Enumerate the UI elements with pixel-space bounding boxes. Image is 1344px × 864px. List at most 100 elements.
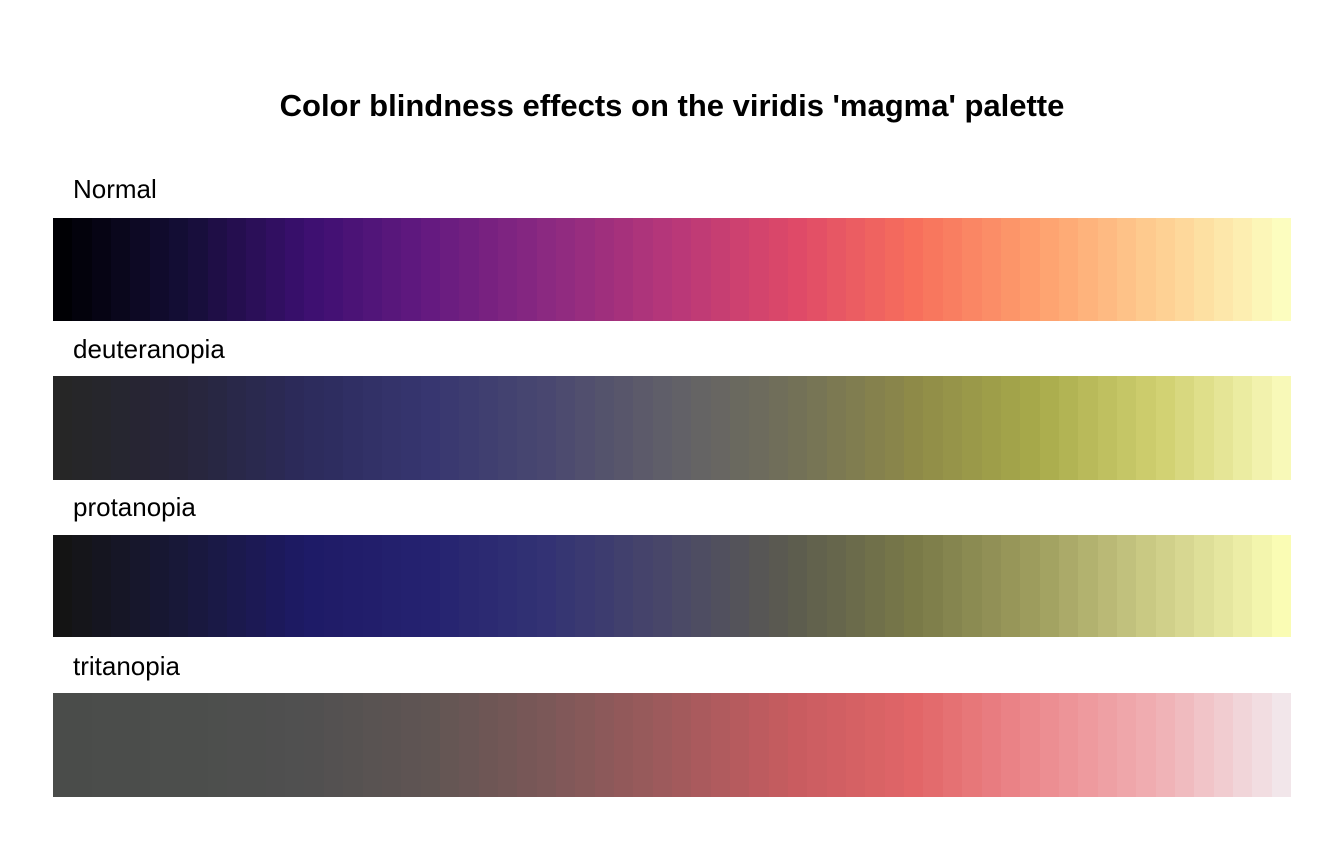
color-band bbox=[691, 535, 711, 637]
color-band bbox=[265, 376, 286, 480]
color-band bbox=[1174, 535, 1195, 637]
color-band bbox=[130, 693, 150, 797]
color-band bbox=[362, 693, 382, 797]
color-band bbox=[826, 535, 847, 637]
color-band bbox=[749, 693, 769, 797]
color-band bbox=[1039, 535, 1059, 637]
color-band bbox=[497, 535, 518, 637]
color-band bbox=[555, 218, 576, 321]
color-band bbox=[1097, 535, 1117, 637]
color-band bbox=[613, 693, 634, 797]
color-band bbox=[169, 376, 189, 480]
color-band bbox=[149, 535, 170, 637]
color-band bbox=[846, 693, 866, 797]
color-band bbox=[420, 535, 440, 637]
color-band bbox=[730, 376, 750, 480]
color-band bbox=[1039, 218, 1059, 321]
color-band bbox=[710, 693, 731, 797]
color-band bbox=[1020, 535, 1040, 637]
color-band bbox=[111, 535, 131, 637]
color-band bbox=[942, 376, 963, 480]
color-band bbox=[768, 535, 789, 637]
color-band bbox=[381, 693, 402, 797]
color-band bbox=[1000, 535, 1021, 637]
color-band bbox=[91, 218, 112, 321]
color-band bbox=[1078, 376, 1098, 480]
color-band bbox=[613, 376, 634, 480]
color-band bbox=[1097, 693, 1117, 797]
color-band bbox=[884, 376, 905, 480]
label-tritanopia: tritanopia bbox=[73, 651, 180, 681]
color-band bbox=[227, 693, 247, 797]
color-band bbox=[1078, 218, 1098, 321]
strip-protanopia bbox=[53, 535, 1291, 637]
label-deuteranopia: deuteranopia bbox=[73, 334, 225, 364]
color-band bbox=[710, 376, 731, 480]
color-band bbox=[536, 376, 556, 480]
color-band bbox=[768, 218, 789, 321]
color-band bbox=[1155, 218, 1175, 321]
color-band bbox=[1232, 693, 1253, 797]
color-band bbox=[652, 693, 672, 797]
color-band bbox=[478, 535, 498, 637]
color-band bbox=[904, 218, 924, 321]
color-band bbox=[962, 376, 982, 480]
color-band bbox=[865, 693, 885, 797]
color-band bbox=[285, 535, 305, 637]
color-band bbox=[691, 218, 711, 321]
color-band bbox=[575, 376, 595, 480]
color-band bbox=[478, 376, 498, 480]
color-band bbox=[91, 376, 112, 480]
color-band bbox=[497, 376, 518, 480]
color-band bbox=[942, 693, 963, 797]
color-band bbox=[1020, 218, 1040, 321]
color-band bbox=[555, 376, 576, 480]
color-band bbox=[555, 535, 576, 637]
color-band bbox=[323, 535, 344, 637]
label-normal: Normal bbox=[73, 174, 157, 204]
color-band bbox=[227, 376, 247, 480]
color-band bbox=[497, 693, 518, 797]
color-band bbox=[1194, 693, 1214, 797]
color-band bbox=[246, 535, 266, 637]
color-band bbox=[53, 693, 73, 797]
color-band bbox=[826, 693, 847, 797]
color-band bbox=[1136, 693, 1156, 797]
color-band bbox=[1271, 376, 1291, 480]
color-band bbox=[865, 376, 885, 480]
color-band bbox=[517, 535, 537, 637]
color-band bbox=[672, 376, 692, 480]
color-band bbox=[1252, 376, 1272, 480]
color-band bbox=[439, 693, 460, 797]
color-band bbox=[130, 535, 150, 637]
color-band bbox=[710, 218, 731, 321]
color-band bbox=[826, 218, 847, 321]
color-band bbox=[420, 693, 440, 797]
color-band bbox=[710, 535, 731, 637]
color-band bbox=[227, 535, 247, 637]
color-band bbox=[304, 535, 324, 637]
color-band bbox=[169, 693, 189, 797]
color-band bbox=[130, 218, 150, 321]
color-band bbox=[1058, 218, 1079, 321]
color-band bbox=[1039, 376, 1059, 480]
color-band bbox=[633, 693, 653, 797]
color-band bbox=[555, 693, 576, 797]
color-band bbox=[865, 218, 885, 321]
color-band bbox=[691, 693, 711, 797]
color-band bbox=[1136, 218, 1156, 321]
color-band bbox=[613, 535, 634, 637]
color-band bbox=[807, 376, 827, 480]
color-band bbox=[478, 218, 498, 321]
color-band bbox=[923, 535, 943, 637]
color-band bbox=[730, 693, 750, 797]
color-band bbox=[72, 218, 92, 321]
color-band bbox=[53, 218, 73, 321]
color-band bbox=[207, 535, 228, 637]
color-band bbox=[439, 218, 460, 321]
color-band bbox=[788, 693, 808, 797]
color-band bbox=[207, 376, 228, 480]
color-band bbox=[1039, 693, 1059, 797]
color-band bbox=[1116, 218, 1137, 321]
color-band bbox=[536, 218, 556, 321]
